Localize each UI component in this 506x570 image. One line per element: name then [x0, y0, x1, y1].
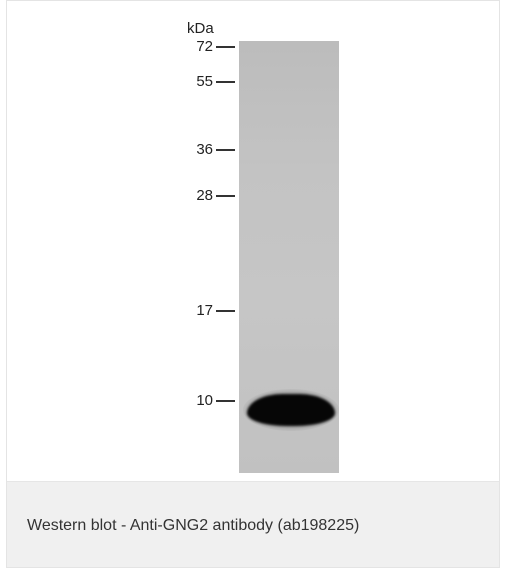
marker-28: 28 — [157, 188, 237, 204]
marker-72: 72 — [157, 39, 237, 55]
caption-panel: Western blot - Anti-GNG2 antibody (ab198… — [7, 481, 499, 567]
marker-tick — [216, 46, 235, 48]
marker-label: 17 — [196, 302, 213, 319]
marker-55: 55 — [157, 74, 237, 90]
marker-17: 17 — [157, 303, 237, 319]
marker-label: 72 — [196, 38, 213, 55]
marker-36: 36 — [157, 142, 237, 158]
figure-card: kDa 72 55 36 28 17 10 Western blot — [6, 0, 500, 568]
unit-label: kDa — [187, 20, 214, 37]
marker-tick — [216, 149, 235, 151]
marker-tick — [216, 195, 235, 197]
western-blot-image[interactable]: kDa 72 55 36 28 17 10 — [7, 1, 499, 481]
marker-tick — [216, 81, 235, 83]
marker-label: 55 — [196, 73, 213, 90]
figure-caption: Western blot - Anti-GNG2 antibody (ab198… — [27, 517, 360, 534]
marker-label: 36 — [196, 141, 213, 158]
marker-10: 10 — [157, 393, 237, 409]
marker-tick — [216, 400, 235, 402]
marker-label: 10 — [196, 392, 213, 409]
protein-band — [247, 394, 335, 426]
marker-tick — [216, 310, 235, 312]
marker-label: 28 — [196, 187, 213, 204]
